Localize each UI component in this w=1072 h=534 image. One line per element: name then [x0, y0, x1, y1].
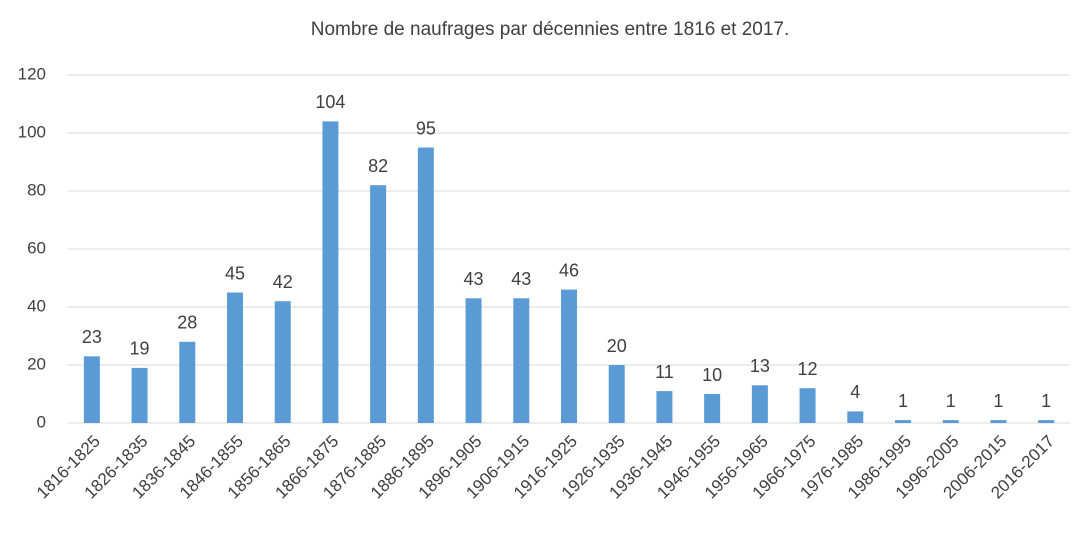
data-label: 1 — [946, 391, 956, 411]
bar — [608, 365, 625, 423]
y-tick-label: 40 — [27, 296, 46, 315]
data-label: 19 — [130, 339, 150, 359]
bar — [83, 356, 100, 423]
data-label: 42 — [273, 272, 293, 292]
data-label: 20 — [607, 336, 627, 356]
data-label: 11 — [655, 362, 674, 382]
data-label: 4 — [850, 382, 860, 402]
bar — [847, 411, 864, 423]
bar — [656, 391, 673, 423]
bar — [131, 367, 148, 423]
bar — [799, 388, 816, 423]
bar — [704, 394, 721, 423]
data-label: 43 — [511, 269, 531, 289]
data-label: 1 — [1041, 391, 1051, 411]
data-label: 43 — [464, 269, 484, 289]
bar — [465, 298, 482, 423]
bar — [561, 289, 577, 423]
data-label: 82 — [368, 156, 388, 176]
bar — [179, 341, 196, 423]
data-label: 28 — [177, 313, 197, 333]
y-tick-label: 120 — [18, 64, 46, 83]
bar — [274, 301, 291, 423]
bar — [990, 420, 1007, 423]
bar — [227, 292, 243, 423]
data-label: 12 — [798, 359, 818, 379]
y-tick-label: 0 — [37, 412, 46, 431]
data-label: 46 — [559, 260, 579, 280]
bar — [895, 420, 911, 423]
y-tick-label: 20 — [27, 354, 46, 373]
data-label: 1 — [993, 391, 1003, 411]
data-label: 13 — [750, 356, 770, 376]
bar — [751, 385, 768, 423]
data-label: 10 — [702, 365, 722, 385]
data-label: 104 — [315, 92, 345, 112]
data-label: 23 — [82, 327, 102, 347]
bar — [513, 298, 530, 423]
y-tick-label: 80 — [27, 180, 46, 199]
bar — [1038, 420, 1055, 423]
data-label: 1 — [898, 391, 908, 411]
data-label: 45 — [225, 263, 245, 283]
bar — [322, 121, 339, 424]
data-label: 95 — [416, 118, 436, 138]
bar — [942, 420, 959, 423]
y-tick-label: 100 — [18, 122, 46, 141]
y-tick-label: 60 — [27, 238, 46, 257]
bar — [370, 185, 387, 423]
chart-title: Nombre de naufrages par décennies entre … — [311, 19, 790, 40]
bar — [417, 147, 434, 423]
